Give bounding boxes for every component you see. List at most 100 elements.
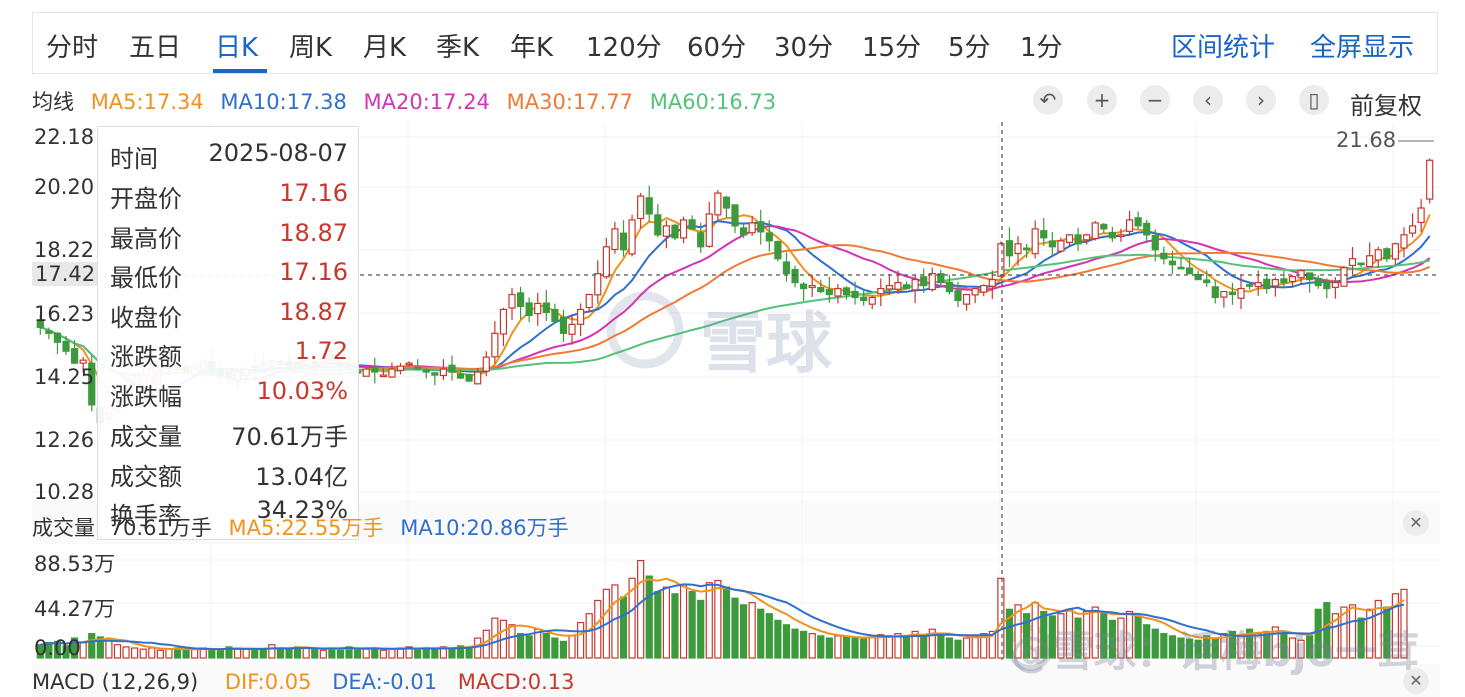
candle	[757, 209, 765, 245]
zoom-out-icon[interactable]: −	[1140, 85, 1170, 115]
volume-bar	[731, 597, 739, 659]
candle-body	[1348, 258, 1357, 267]
candle	[885, 273, 893, 295]
candle-body	[70, 348, 79, 364]
volume-bar	[1245, 628, 1254, 659]
tab-120min[interactable]: 120分	[586, 33, 662, 63]
tab-wuri[interactable]: 五日	[129, 33, 182, 63]
volume-bar	[1091, 606, 1099, 659]
candle	[1005, 227, 1014, 268]
tab-30min[interactable]: 30分	[774, 33, 834, 63]
candle	[662, 220, 670, 249]
candle-body	[491, 332, 499, 358]
price-tick: 16.23	[34, 302, 95, 326]
volume-bar	[619, 596, 628, 659]
candle	[1194, 270, 1202, 281]
tab-daily-k[interactable]: 日K	[215, 33, 259, 63]
fullscreen-link[interactable]: 全屏显示	[1310, 33, 1415, 63]
volume-bar	[276, 647, 285, 659]
volume-bar	[688, 590, 696, 659]
candle-body	[645, 197, 653, 215]
candle	[800, 282, 808, 301]
volume-current: 70.61万手	[109, 516, 212, 540]
zoom-in-icon[interactable]: +	[1087, 85, 1117, 115]
price-tick: 14.25	[34, 365, 95, 389]
volume-bar	[456, 645, 465, 659]
volume-ma10-line	[40, 583, 1405, 651]
candle-body	[1417, 207, 1425, 224]
chevron-left-icon[interactable]: ‹	[1193, 85, 1223, 115]
candle	[36, 314, 44, 335]
candle-body	[1005, 240, 1014, 257]
tab-15min[interactable]: 15分	[862, 33, 922, 63]
tooltip-value: 34.23%	[256, 496, 348, 524]
candle-body	[1331, 281, 1339, 288]
candle	[1228, 282, 1237, 305]
candle	[697, 222, 705, 253]
volume-bar	[782, 624, 791, 659]
candle	[79, 356, 87, 373]
volume-bar	[259, 648, 267, 659]
candle-body	[697, 232, 705, 248]
volume-bar	[637, 559, 645, 659]
candle-body	[482, 356, 490, 372]
volume-bar	[1143, 624, 1151, 659]
candle	[1417, 199, 1425, 232]
volume-bar	[242, 648, 250, 659]
tab-weekly-k[interactable]: 周K	[289, 33, 333, 63]
candle-body	[637, 195, 645, 220]
candle	[1331, 277, 1339, 299]
tooltip-label: 时间	[110, 145, 158, 173]
candle-body	[748, 222, 756, 234]
tab-quarterly-k[interactable]: 季K	[436, 33, 480, 63]
close-macd-icon[interactable]: ✕	[1403, 668, 1429, 694]
tab-monthly-k[interactable]: 月K	[363, 33, 407, 63]
tab-yearly-k[interactable]: 年K	[510, 33, 554, 63]
volume-bar	[628, 577, 636, 659]
candle-body	[1023, 247, 1031, 251]
macd-dif: DIF:0.05	[224, 670, 312, 694]
volume-bar	[1040, 610, 1048, 659]
volume-bar	[105, 639, 113, 659]
volume-bar	[971, 635, 979, 659]
volume-bar	[1177, 637, 1185, 659]
tooltip-value: 2025-08-07	[208, 139, 348, 167]
volume-bar	[268, 644, 276, 659]
candle	[422, 368, 430, 379]
candle	[1245, 281, 1254, 290]
tab-fenshi[interactable]: 分时	[46, 33, 99, 63]
chevron-right-icon[interactable]: ›	[1246, 85, 1276, 115]
volume-bar	[131, 647, 139, 659]
candle	[1031, 220, 1039, 259]
candle	[1083, 233, 1091, 245]
candle-body	[1271, 278, 1279, 287]
volume-bar	[645, 575, 653, 659]
candle	[1143, 219, 1151, 244]
candle-body	[1323, 280, 1331, 290]
volume-bar	[1340, 606, 1348, 659]
tab-60min[interactable]: 60分	[687, 33, 747, 63]
candle-body	[1160, 252, 1168, 260]
undo-icon[interactable]: ↶	[1033, 85, 1063, 115]
candle	[1091, 220, 1099, 241]
candle-body	[448, 364, 456, 373]
volume-bar	[139, 648, 147, 659]
tab-1min[interactable]: 1分	[1020, 33, 1063, 63]
volume-bar	[774, 619, 782, 659]
adjust-mode-selector[interactable]: 前复权	[1350, 92, 1422, 120]
candle-body	[739, 227, 748, 236]
candle-icon[interactable]: ▯	[1299, 85, 1329, 115]
range-stats-link[interactable]: 区间统计	[1171, 33, 1276, 63]
candle-body	[851, 290, 859, 299]
volume-bar	[585, 613, 593, 659]
candle-body	[1100, 223, 1108, 230]
candle	[1108, 226, 1116, 243]
candle-body	[1357, 262, 1365, 266]
candle	[705, 201, 713, 248]
candle	[1280, 271, 1288, 288]
volume-bar	[662, 586, 670, 659]
close-volume-icon[interactable]: ✕	[1403, 510, 1429, 536]
candle	[1125, 210, 1134, 237]
tab-5min[interactable]: 5分	[948, 33, 991, 63]
volume-bar	[1357, 617, 1365, 659]
